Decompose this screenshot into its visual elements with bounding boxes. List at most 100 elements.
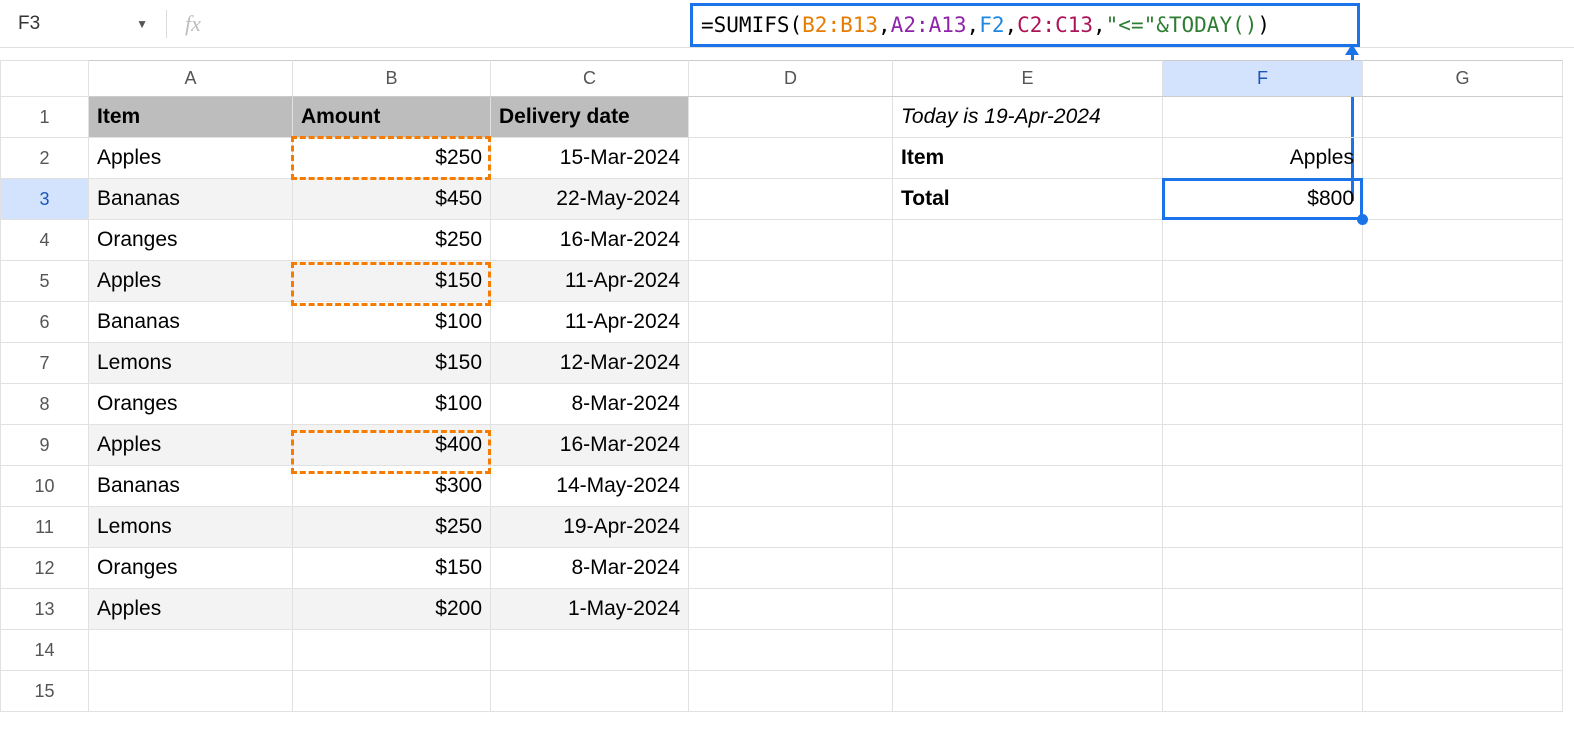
cell-G1[interactable]	[1363, 97, 1563, 138]
col-header-E[interactable]: E	[893, 61, 1163, 97]
col-header-D[interactable]: D	[689, 61, 893, 97]
cell-F2[interactable]: Apples	[1163, 138, 1363, 179]
cell-G2[interactable]	[1363, 138, 1563, 179]
cell-D4[interactable]	[689, 220, 893, 261]
cell-G4[interactable]	[1363, 220, 1563, 261]
cell-C2[interactable]: 15-Mar-2024	[491, 138, 689, 179]
cell-G7[interactable]	[1363, 343, 1563, 384]
cell-C1[interactable]: Delivery date	[491, 97, 689, 138]
cell-B7[interactable]: $150	[293, 343, 491, 384]
cell-B3[interactable]: $450	[293, 179, 491, 220]
cell-F14[interactable]	[1163, 630, 1363, 671]
cell-B5[interactable]: $150	[293, 261, 491, 302]
cell-B10[interactable]: $300	[293, 466, 491, 507]
cell-F10[interactable]	[1163, 466, 1363, 507]
cell-B1[interactable]: Amount	[293, 97, 491, 138]
cell-G11[interactable]	[1363, 507, 1563, 548]
cell-F1[interactable]	[1163, 97, 1363, 138]
cell-E15[interactable]	[893, 671, 1163, 712]
cell-F5[interactable]	[1163, 261, 1363, 302]
cell-A7[interactable]: Lemons	[89, 343, 293, 384]
cell-E6[interactable]	[893, 302, 1163, 343]
cell-A10[interactable]: Bananas	[89, 466, 293, 507]
cell-F3[interactable]: $800	[1163, 179, 1363, 220]
cell-G14[interactable]	[1363, 630, 1563, 671]
row-header-1[interactable]: 1	[1, 97, 89, 138]
cell-E2[interactable]: Item	[893, 138, 1163, 179]
row-header-12[interactable]: 12	[1, 548, 89, 589]
row-header-7[interactable]: 7	[1, 343, 89, 384]
cell-B6[interactable]: $100	[293, 302, 491, 343]
cell-F12[interactable]	[1163, 548, 1363, 589]
cell-D13[interactable]	[689, 589, 893, 630]
cell-C14[interactable]	[491, 630, 689, 671]
row-header-11[interactable]: 11	[1, 507, 89, 548]
cell-D10[interactable]	[689, 466, 893, 507]
row-header-15[interactable]: 15	[1, 671, 89, 712]
name-box[interactable]: F3 ▼	[8, 7, 158, 41]
cell-G9[interactable]	[1363, 425, 1563, 466]
cell-D7[interactable]	[689, 343, 893, 384]
cell-E14[interactable]	[893, 630, 1163, 671]
cell-A6[interactable]: Bananas	[89, 302, 293, 343]
cell-D3[interactable]	[689, 179, 893, 220]
cell-A9[interactable]: Apples	[89, 425, 293, 466]
cell-C12[interactable]: 8-Mar-2024	[491, 548, 689, 589]
cell-F8[interactable]	[1163, 384, 1363, 425]
cell-F13[interactable]	[1163, 589, 1363, 630]
cell-D6[interactable]	[689, 302, 893, 343]
cell-C10[interactable]: 14-May-2024	[491, 466, 689, 507]
cell-B9[interactable]: $400	[293, 425, 491, 466]
cell-A5[interactable]: Apples	[89, 261, 293, 302]
row-header-3[interactable]: 3	[1, 179, 89, 220]
cell-E7[interactable]	[893, 343, 1163, 384]
cell-A14[interactable]	[89, 630, 293, 671]
cell-B12[interactable]: $150	[293, 548, 491, 589]
cell-C3[interactable]: 22-May-2024	[491, 179, 689, 220]
row-header-8[interactable]: 8	[1, 384, 89, 425]
col-header-B[interactable]: B	[293, 61, 491, 97]
cell-E5[interactable]	[893, 261, 1163, 302]
cell-D2[interactable]	[689, 138, 893, 179]
cell-C4[interactable]: 16-Mar-2024	[491, 220, 689, 261]
cell-D12[interactable]	[689, 548, 893, 589]
cell-E12[interactable]	[893, 548, 1163, 589]
col-header-F[interactable]: F	[1163, 61, 1363, 97]
cell-B2[interactable]: $250	[293, 138, 491, 179]
cell-D9[interactable]	[689, 425, 893, 466]
cell-A1[interactable]: Item	[89, 97, 293, 138]
cell-E9[interactable]	[893, 425, 1163, 466]
cell-B8[interactable]: $100	[293, 384, 491, 425]
cell-G12[interactable]	[1363, 548, 1563, 589]
cell-D8[interactable]	[689, 384, 893, 425]
row-header-6[interactable]: 6	[1, 302, 89, 343]
row-header-10[interactable]: 10	[1, 466, 89, 507]
cell-B4[interactable]: $250	[293, 220, 491, 261]
cell-E8[interactable]	[893, 384, 1163, 425]
cell-C9[interactable]: 16-Mar-2024	[491, 425, 689, 466]
cell-G5[interactable]	[1363, 261, 1563, 302]
row-header-2[interactable]: 2	[1, 138, 89, 179]
cell-D11[interactable]	[689, 507, 893, 548]
cell-C8[interactable]: 8-Mar-2024	[491, 384, 689, 425]
cell-A13[interactable]: Apples	[89, 589, 293, 630]
cell-D15[interactable]	[689, 671, 893, 712]
row-header-4[interactable]: 4	[1, 220, 89, 261]
col-header-G[interactable]: G	[1363, 61, 1563, 97]
cell-C13[interactable]: 1-May-2024	[491, 589, 689, 630]
cell-A8[interactable]: Oranges	[89, 384, 293, 425]
cell-G15[interactable]	[1363, 671, 1563, 712]
cell-C15[interactable]	[491, 671, 689, 712]
row-header-14[interactable]: 14	[1, 630, 89, 671]
cell-G3[interactable]	[1363, 179, 1563, 220]
select-all-corner[interactable]	[1, 61, 89, 97]
cell-B14[interactable]	[293, 630, 491, 671]
col-header-A[interactable]: A	[89, 61, 293, 97]
row-header-13[interactable]: 13	[1, 589, 89, 630]
col-header-C[interactable]: C	[491, 61, 689, 97]
cell-A2[interactable]: Apples	[89, 138, 293, 179]
cell-E4[interactable]	[893, 220, 1163, 261]
cell-F4[interactable]	[1163, 220, 1363, 261]
cell-A15[interactable]	[89, 671, 293, 712]
cell-B15[interactable]	[293, 671, 491, 712]
